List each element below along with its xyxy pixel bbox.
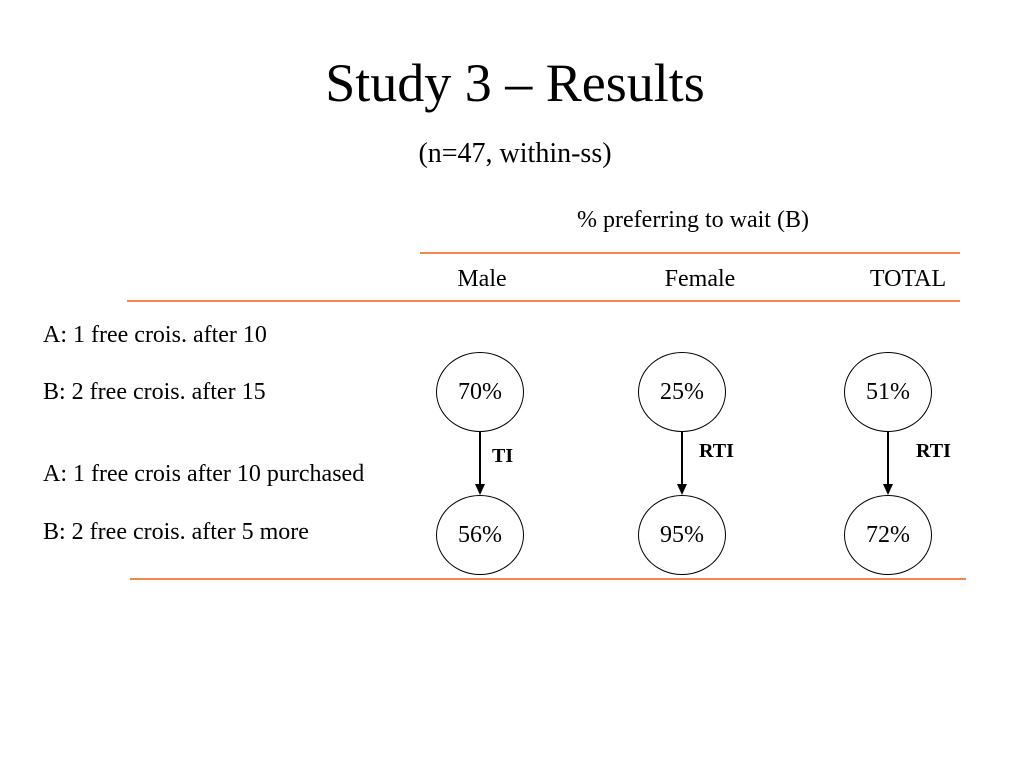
effect-label-total: RTI	[916, 440, 951, 462]
result-circle-male-first: 70%	[436, 352, 524, 432]
header-bottom-rule	[127, 300, 960, 302]
row-label-scenario-2a: A: 1 free crois after 10 purchased	[43, 461, 365, 487]
column-header-total: TOTAL	[869, 266, 947, 292]
result-value: 95%	[660, 521, 704, 548]
arrow-shaft-total	[887, 432, 889, 484]
slide-subtitle: (n=47, within-ss)	[418, 138, 612, 169]
row-label-scenario-2b: B: 2 free crois. after 5 more	[43, 519, 309, 545]
table-caption: % preferring to wait (B)	[577, 207, 809, 233]
row-label-scenario-1b: B: 2 free crois. after 15	[43, 379, 266, 405]
arrow-shaft-male	[479, 432, 481, 484]
result-circle-total-second: 72%	[844, 495, 932, 575]
row-label-scenario-1a: A: 1 free crois. after 10	[43, 322, 267, 348]
result-circle-total-first: 51%	[844, 352, 932, 432]
effect-label-female: RTI	[699, 440, 734, 462]
effect-label-male: TI	[492, 445, 514, 467]
slide-title: Study 3 – Results	[325, 53, 705, 113]
column-header-female: Female	[664, 266, 736, 292]
arrow-down-icon	[883, 484, 893, 495]
result-circle-female-second: 95%	[638, 495, 726, 575]
result-value: 56%	[458, 521, 502, 548]
result-circle-male-second: 56%	[436, 495, 524, 575]
arrow-down-icon	[677, 484, 687, 495]
arrow-shaft-female	[681, 432, 683, 484]
table-bottom-rule	[130, 578, 966, 580]
result-circle-female-first: 25%	[638, 352, 726, 432]
arrow-down-icon	[475, 484, 485, 495]
result-value: 72%	[866, 521, 910, 548]
column-header-male: Male	[457, 266, 507, 292]
result-value: 51%	[866, 378, 910, 405]
header-top-rule	[420, 252, 960, 254]
result-value: 70%	[458, 378, 502, 405]
result-value: 25%	[660, 378, 704, 405]
